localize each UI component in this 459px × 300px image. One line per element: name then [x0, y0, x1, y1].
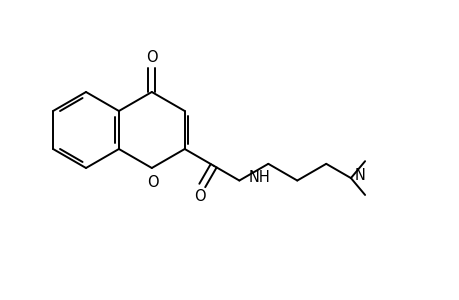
- Text: NH: NH: [248, 170, 269, 185]
- Text: O: O: [147, 175, 158, 190]
- Text: O: O: [146, 50, 157, 65]
- Text: O: O: [194, 190, 205, 205]
- Text: N: N: [354, 168, 365, 183]
